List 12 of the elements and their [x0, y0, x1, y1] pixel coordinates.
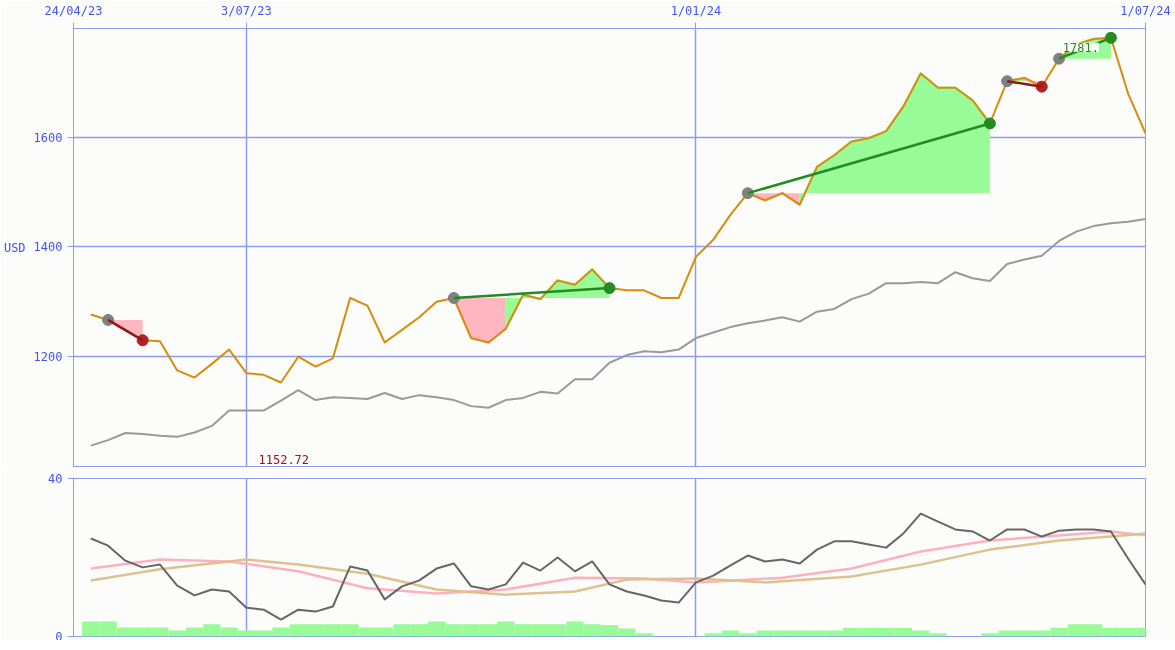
- y-tick-label: 1400: [33, 240, 63, 255]
- annotation: 1781.: [1062, 40, 1099, 55]
- y-tick-label: 40: [48, 472, 63, 486]
- annotation: 1152.72: [258, 452, 310, 467]
- x-tick-label: 1/01/24: [670, 3, 722, 18]
- y-tick-label: 1200: [33, 350, 63, 365]
- x-tick-label: 1/07/24: [1120, 3, 1171, 18]
- y-tick-label: 0: [55, 629, 63, 644]
- y-tick-label: 1600: [33, 130, 63, 145]
- x-tick-label: 3/07/23: [221, 3, 272, 18]
- y-axis-title: USD: [3, 240, 26, 255]
- x-tick-label: 24/04/23: [44, 3, 103, 18]
